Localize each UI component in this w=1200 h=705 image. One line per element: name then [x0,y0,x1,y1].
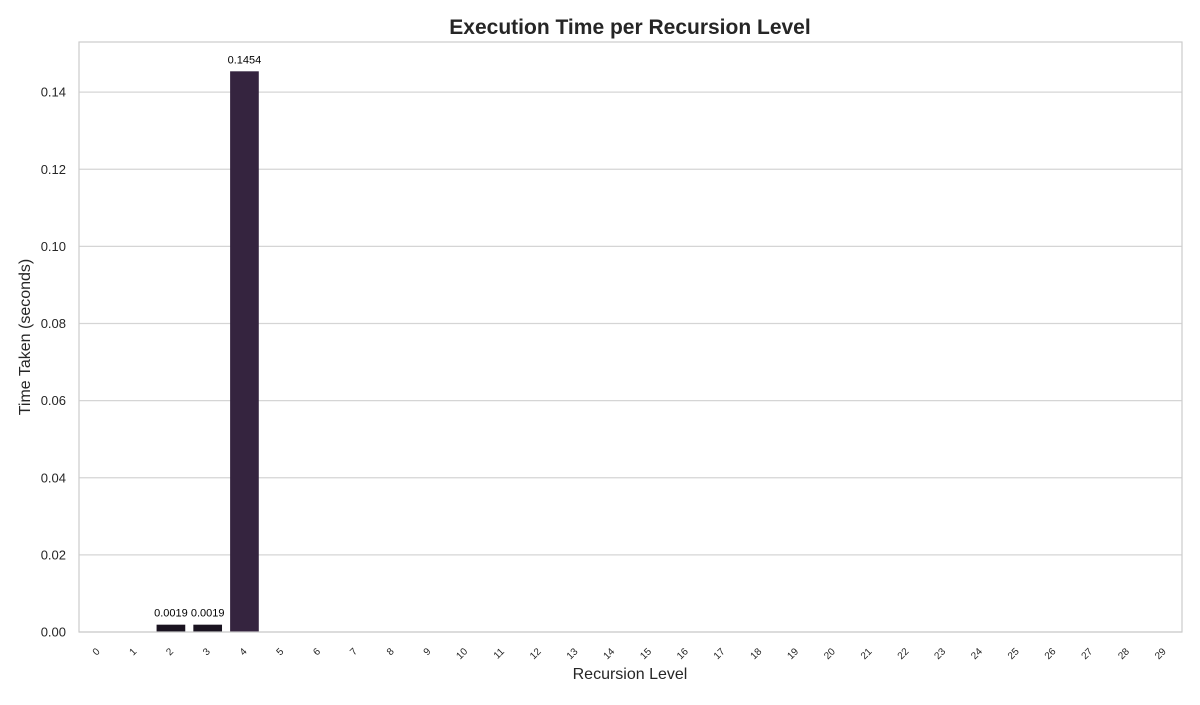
x-tick-label: 19 [785,646,801,662]
data-label: 0.0019 [154,608,188,620]
x-tick-label: 22 [896,646,912,662]
data-labels: 0.0019 0.0019 0.1454 [154,54,261,619]
x-tick-label: 15 [638,646,654,662]
x-tick-label: 14 [602,646,618,662]
x-tick-label: 1 [128,646,140,658]
x-tick-label: 18 [749,646,765,662]
plot-frame [78,41,1183,633]
bars [156,71,259,632]
grid-lines [79,91,1182,633]
x-tick-label: 3 [201,646,213,658]
x-tick-label: 12 [528,646,544,662]
data-label: 0.1454 [228,54,262,66]
x-tick-label: 24 [969,646,985,662]
y-tick-label: 0.08 [41,316,66,331]
x-tick-label: 26 [1043,646,1059,662]
x-tick-label: 17 [712,646,728,662]
x-tick-label: 28 [1116,646,1132,662]
y-tick-label: 0.12 [41,162,66,177]
x-tick-label: 16 [675,646,691,662]
x-tick-label: 29 [1153,646,1169,662]
bar [193,624,223,632]
y-tick-label: 0.10 [41,239,66,254]
x-tick-label: 23 [932,646,948,662]
x-tick-label: 13 [565,646,581,662]
x-tick-label: 25 [1006,646,1022,662]
x-tick-label: 2 [164,646,176,658]
x-tick-label: 8 [385,646,397,658]
y-tick-label: 0.06 [41,393,66,408]
x-tick-label: 20 [822,646,838,662]
y-tick-label: 0.04 [41,470,66,485]
bar [230,71,259,632]
y-tick-label: 0.02 [41,547,66,562]
x-tick-label: 9 [422,646,434,658]
x-tick-label: 11 [492,646,507,661]
x-tick-label: 5 [275,646,287,658]
x-tick-label: 4 [238,646,250,658]
y-axis-label: Time Taken (seconds) [17,259,34,416]
x-tick-label: 6 [311,646,323,658]
bar [156,624,186,632]
y-tick-label: 0.14 [41,85,66,100]
x-axis-label: Recursion Level [573,666,688,683]
x-tick-label: 7 [348,646,360,658]
x-tick-label: 10 [455,646,471,662]
x-tick-label: 27 [1080,646,1096,662]
chart-title: Execution Time per Recursion Level [449,16,810,39]
data-label: 0.0019 [191,608,225,620]
x-tick-label: 0 [91,646,103,658]
y-tick-label: 0.00 [41,625,66,640]
y-axis-ticks: 0.00 0.02 0.04 0.06 0.08 0.10 0.12 0.14 [41,85,66,640]
x-axis-ticks: 0 1 2 3 4 5 6 7 8 9 10 11 12 13 14 15 16 17 18 19 20 21 22 23 24… [91,646,1169,662]
x-tick-label: 21 [859,646,875,662]
